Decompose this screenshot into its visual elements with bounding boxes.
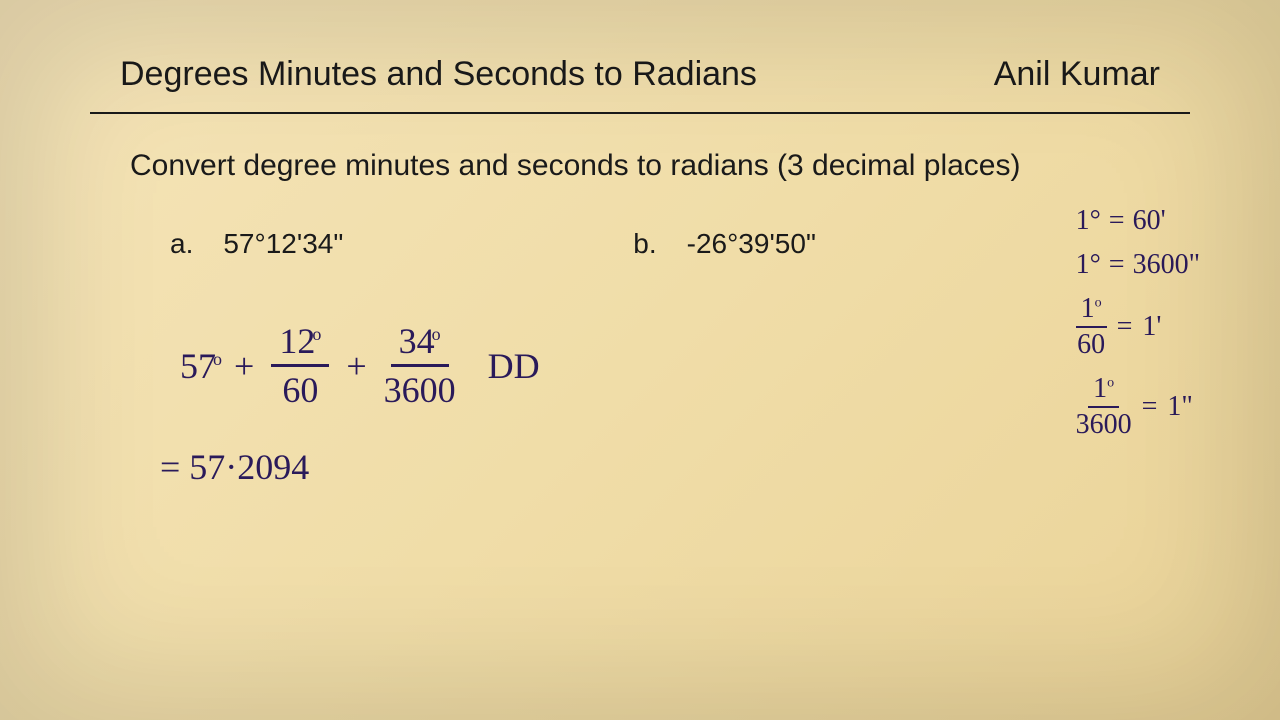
problem-b: b. -26°39'50" [633, 228, 816, 260]
problem-b-value: -26°39'50" [687, 228, 816, 260]
page-title: Degrees Minutes and Seconds to Radians [120, 55, 757, 94]
author-name: Anil Kumar [994, 55, 1160, 94]
plus-1: + [234, 345, 254, 387]
ref-line-2: 1° = 3600" [1076, 249, 1200, 281]
ref-line-1: 1° = 60' [1076, 205, 1200, 237]
term-57: 57o [180, 345, 222, 387]
problem-a-value: 57°12'34" [223, 228, 343, 260]
instruction-text: Convert degree minutes and seconds to ra… [130, 149, 1280, 183]
ref-line-4: 1o 3600 = 1" [1076, 373, 1200, 441]
ref-line-3: 1o 60 = 1' [1076, 293, 1200, 361]
reference-notes: 1° = 60' 1° = 3600" 1o 60 = 1' 1o 3600 =… [1076, 205, 1200, 453]
problem-a-label: a. [170, 228, 193, 260]
plus-2: + [346, 345, 366, 387]
dd-label: DD [488, 345, 540, 387]
equation-result: = 57·2094 [160, 446, 540, 488]
header: Degrees Minutes and Seconds to Radians A… [0, 0, 1280, 94]
header-divider [90, 112, 1190, 114]
fraction-12-60: 12o 60 [271, 320, 329, 411]
handwritten-work: 57o + 12o 60 + 34o 3600 DD = 57·2094 [180, 320, 540, 488]
equation-line-1: 57o + 12o 60 + 34o 3600 DD [180, 320, 540, 411]
problem-b-label: b. [633, 228, 656, 260]
problem-a: a. 57°12'34" [170, 228, 343, 260]
fraction-34-3600: 34o 3600 [384, 320, 456, 411]
